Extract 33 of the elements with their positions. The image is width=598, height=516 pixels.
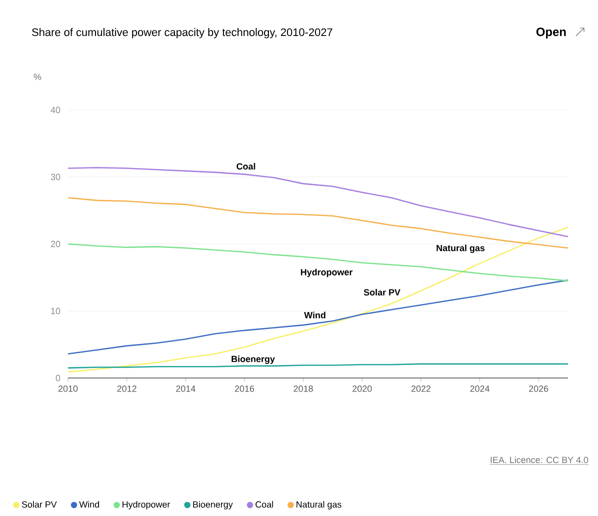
legend-label: Coal: [256, 501, 273, 508]
legend-label: Natural gas: [296, 501, 342, 510]
legend-label: Hydropower: [122, 501, 170, 510]
y-tick-label: 10: [51, 308, 60, 314]
text: Wind: [304, 312, 326, 318]
x-tick-label: 2022: [411, 386, 430, 392]
x-tick-label: 2026: [529, 386, 548, 392]
line-series: [68, 243, 568, 282]
x-tick-label: 2018: [294, 386, 313, 392]
legend-label: Bioenergy: [193, 501, 233, 510]
y-tick-label: 40: [50, 106, 60, 114]
line-series: [68, 226, 568, 373]
x-tick-label: 2020: [352, 386, 372, 392]
text: Coal: [236, 162, 256, 170]
text: Hydropower: [300, 268, 353, 278]
x-tick-label: 2014: [176, 386, 196, 392]
legend-label: Wind: [79, 501, 99, 508]
text: IEA. Licence: CC BY 4.0: [490, 456, 588, 464]
x-tick-label: 2024: [470, 386, 490, 392]
legend-label: Solar PV: [22, 501, 57, 508]
chart-title: Share of cumulative power capacity by technology, 2010-2027: [32, 28, 332, 38]
text: Solar PV: [364, 288, 400, 296]
text: Natural gas: [436, 244, 485, 254]
y-tick-label: 30: [50, 174, 60, 180]
y-axis-title: %: [34, 74, 42, 80]
text: Bioenergy: [232, 356, 275, 364]
x-tick-label: 2010: [58, 386, 78, 392]
y-tick-label: 20: [50, 240, 60, 248]
x-tick-label: 2016: [234, 386, 254, 392]
text: Open: [536, 28, 566, 38]
line-series: [68, 280, 568, 355]
x-tick-label: 2012: [117, 386, 136, 392]
y-tick-label: 0: [56, 374, 60, 382]
